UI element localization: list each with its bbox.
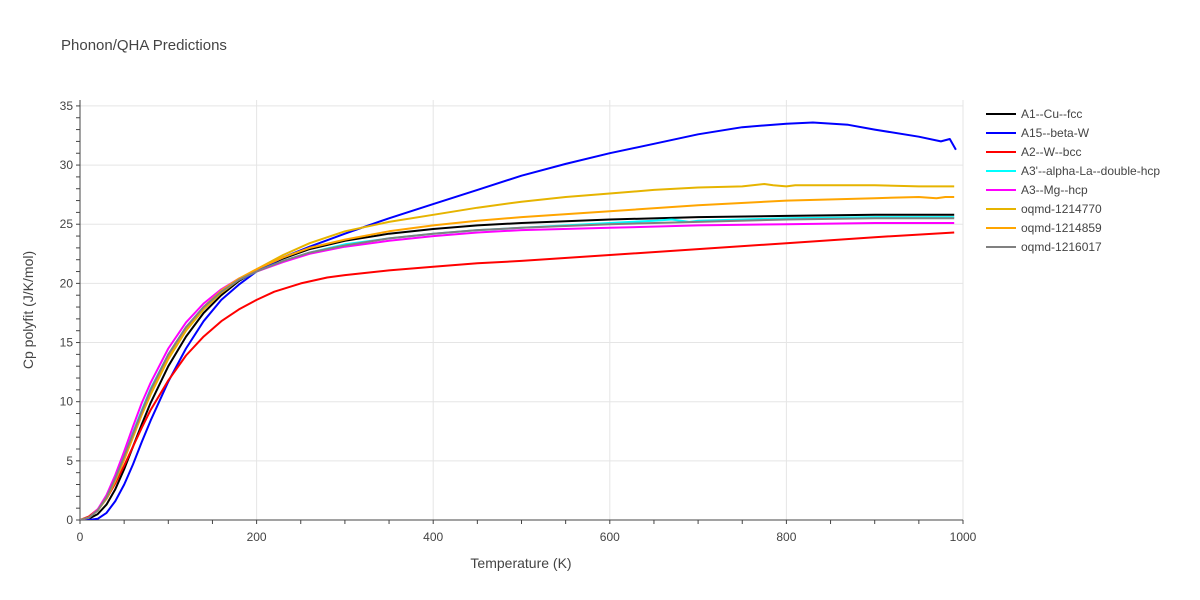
- plot-area: [80, 121, 957, 521]
- y-tick-label: 20: [60, 276, 74, 290]
- series-line-oqmd-1216017[interactable]: [80, 217, 955, 520]
- legend-item-a2-w-bcc[interactable]: A2--W--bcc: [986, 145, 1081, 159]
- tick-labels: 0 200 400 600 800 1000 0 5 10 15 20 25 30 35: [60, 99, 977, 544]
- axes: [76, 100, 964, 524]
- y-tick-label: 35: [60, 99, 74, 113]
- series-line-a3-mg-hcp[interactable]: [80, 222, 955, 520]
- y-tick-label: 0: [66, 513, 73, 527]
- chart-title: Phonon/QHA Predictions: [61, 37, 227, 54]
- legend-item-oqmd-1216017[interactable]: oqmd-1216017: [986, 240, 1102, 254]
- x-tick-label: 200: [247, 530, 267, 544]
- y-tick-label: 25: [60, 217, 74, 231]
- y-tick-label: 5: [66, 454, 73, 468]
- legend-item-a3-mg-hcp[interactable]: A3--Mg--hcp: [986, 183, 1088, 197]
- legend-item-a3-alpha-la-double-hcp[interactable]: A3'--alpha-La--double-hcp: [986, 164, 1160, 178]
- y-tick-label: 10: [60, 395, 74, 409]
- series-line-a15-beta-w[interactable]: [80, 121, 957, 521]
- legend-label: oqmd-1214770: [1021, 202, 1102, 216]
- x-tick-label: 0: [77, 530, 84, 544]
- series-line-a2-w-bcc[interactable]: [80, 231, 955, 521]
- legend-item-a1-cu-fcc[interactable]: A1--Cu--fcc: [986, 107, 1082, 121]
- y-axis-title: Cp polyfit (J/K/mol): [20, 251, 36, 369]
- legend-label: oqmd-1216017: [1021, 240, 1102, 254]
- legend: A1--Cu--fcc A15--beta-W A2--W--bcc A3'--alp…: [986, 107, 1160, 254]
- x-tick-label: 1000: [950, 530, 977, 544]
- x-tick-label: 800: [776, 530, 796, 544]
- y-tick-label: 30: [60, 158, 74, 172]
- legend-item-a15-beta-w[interactable]: A15--beta-W: [986, 126, 1090, 140]
- x-tick-label: 600: [600, 530, 620, 544]
- legend-item-oqmd-1214770[interactable]: oqmd-1214770: [986, 202, 1102, 216]
- legend-label: A2--W--bcc: [1021, 145, 1081, 159]
- legend-label: A1--Cu--fcc: [1021, 107, 1082, 121]
- legend-label: oqmd-1214859: [1021, 221, 1102, 235]
- series-line-oqmd-1214859[interactable]: [80, 196, 955, 520]
- legend-label: A3--Mg--hcp: [1021, 183, 1088, 197]
- series-line-a3-alpha-la-double-hcp[interactable]: [80, 216, 955, 520]
- y-tick-label: 15: [60, 336, 74, 350]
- legend-item-oqmd-1214859[interactable]: oqmd-1214859: [986, 221, 1102, 235]
- x-axis-title: Temperature (K): [470, 555, 571, 571]
- series-line-oqmd-1214770[interactable]: [80, 183, 955, 520]
- legend-label: A3'--alpha-La--double-hcp: [1021, 164, 1160, 178]
- x-tick-label: 400: [423, 530, 443, 544]
- legend-label: A15--beta-W: [1021, 126, 1090, 140]
